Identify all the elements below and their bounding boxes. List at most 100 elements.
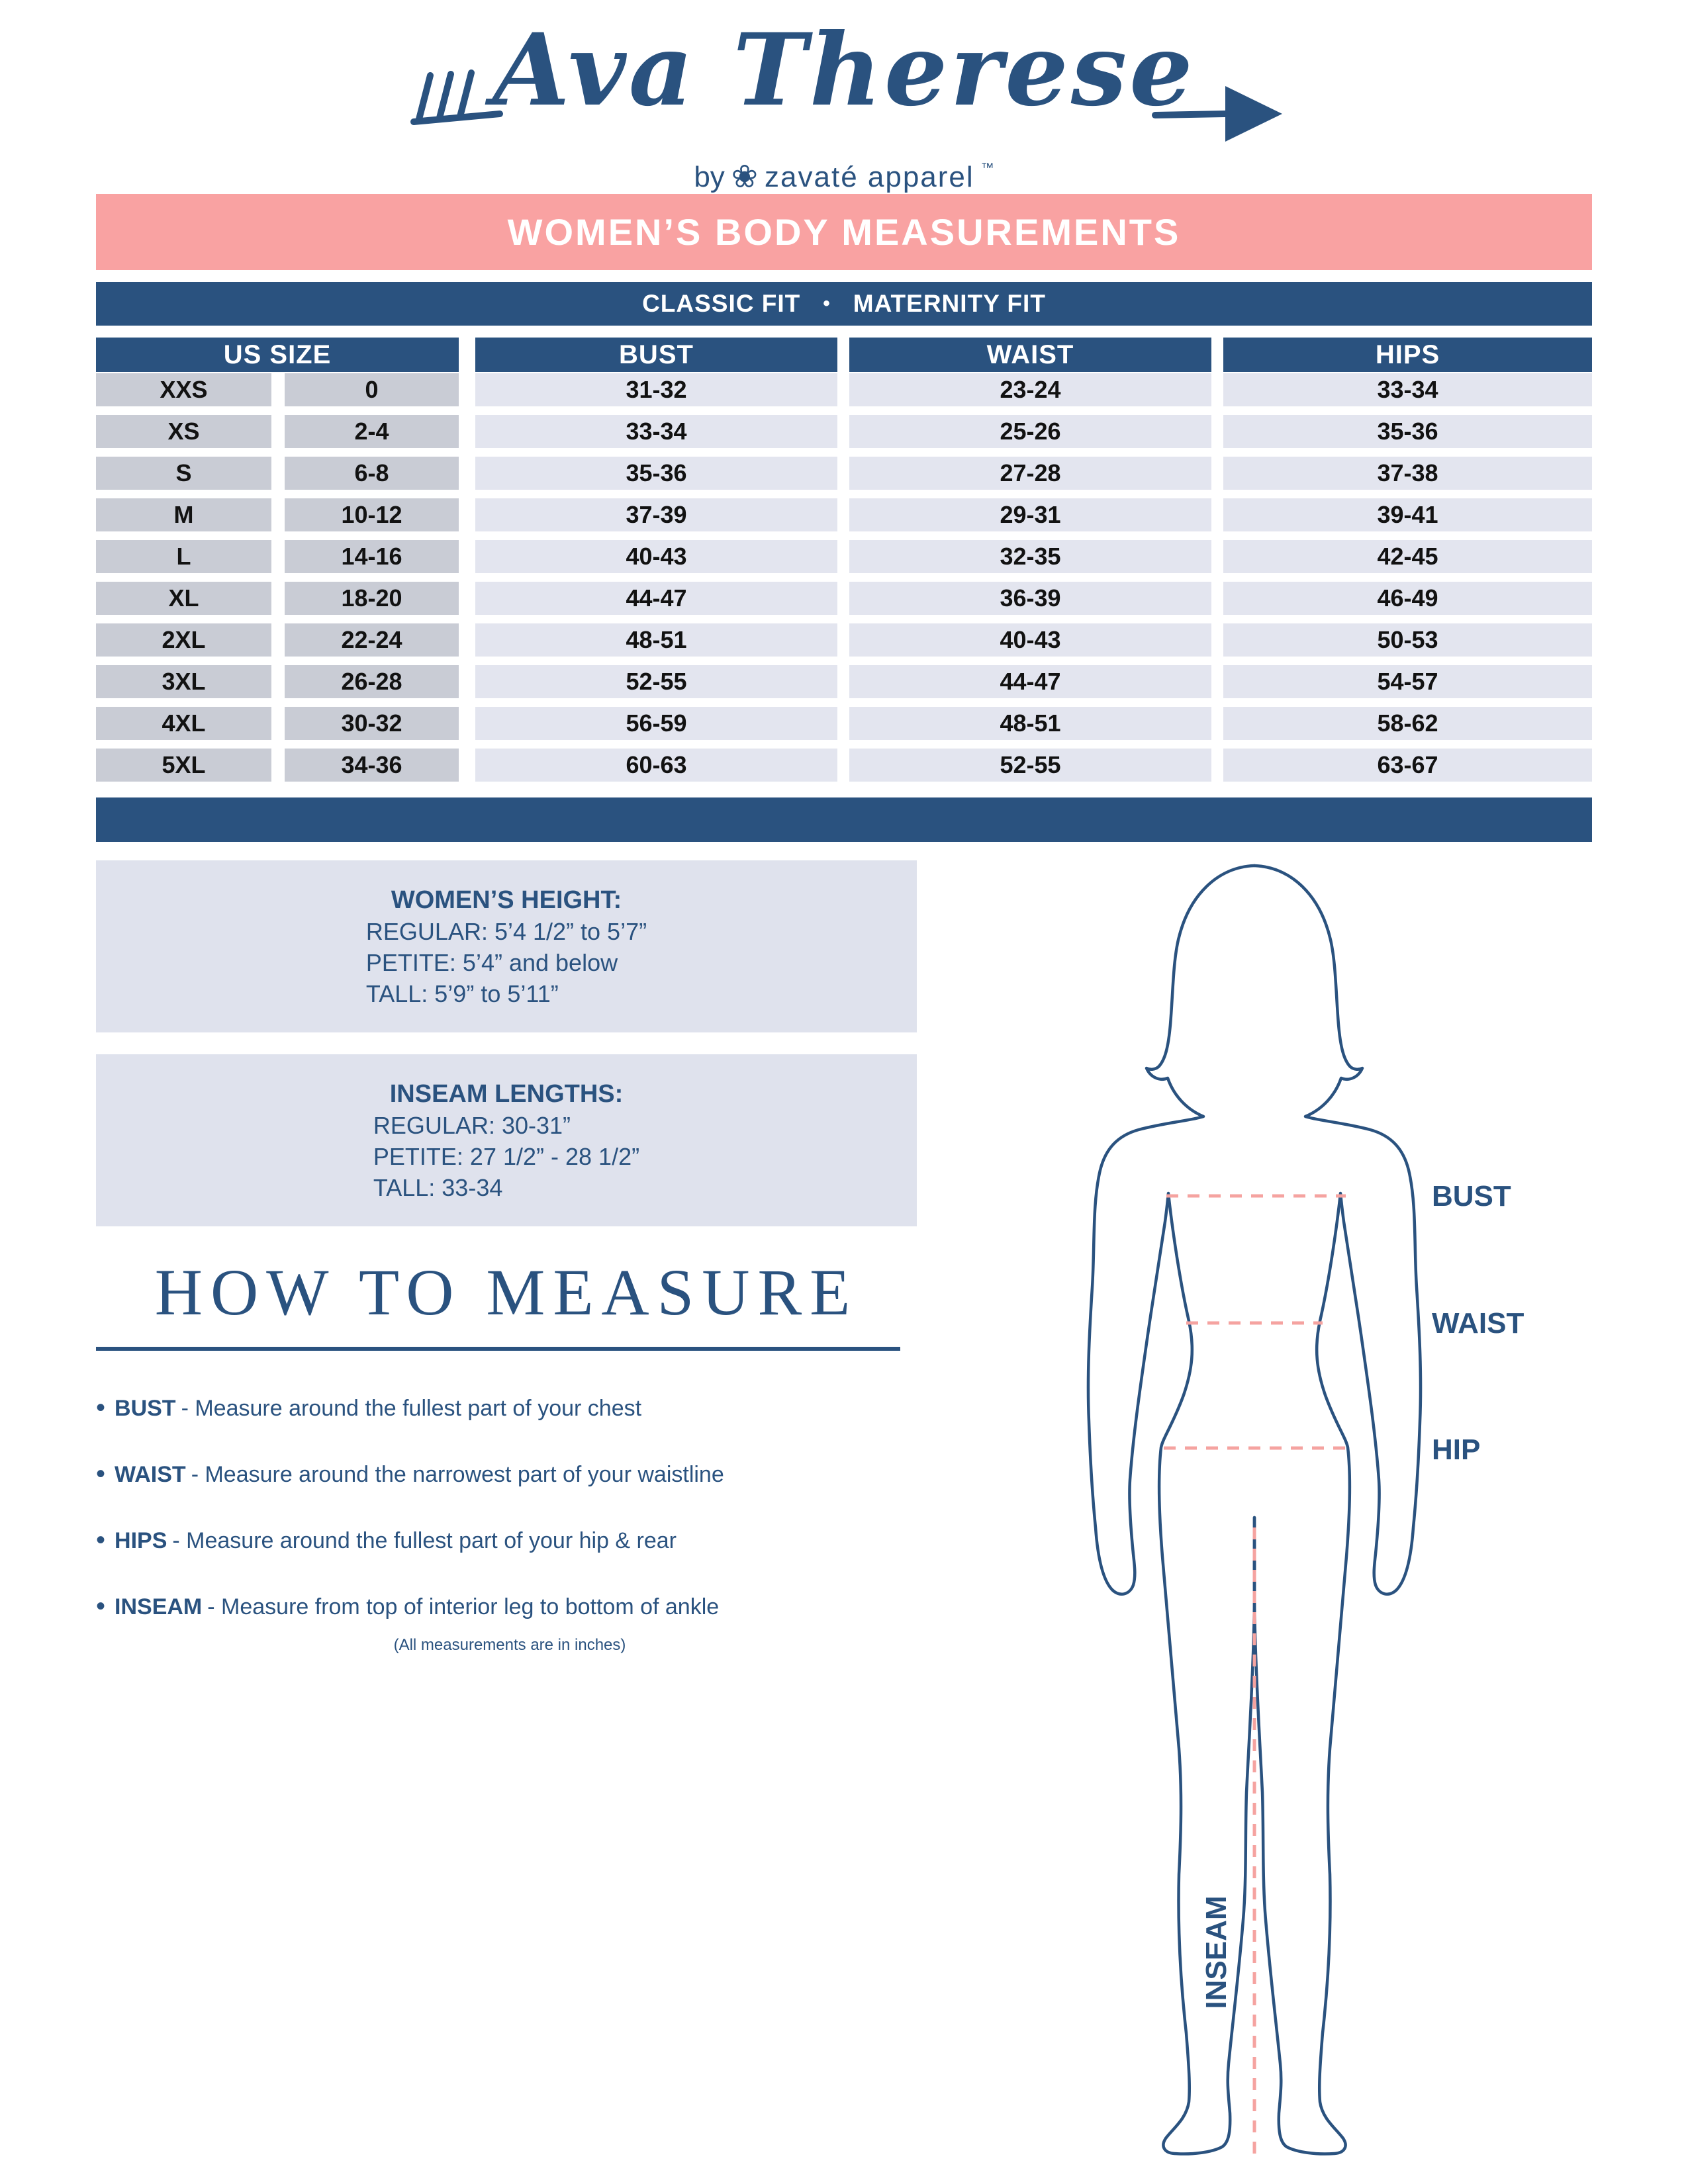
- info-box-line: REGULAR: 5’4 1/2” to 5’7”: [365, 917, 647, 945]
- bust-value-cell: 35-36: [475, 457, 837, 490]
- hips-value-cell: 46-49: [1223, 582, 1592, 615]
- hips-value-cell: 33-34: [1223, 373, 1592, 406]
- instruction-desc: - Measure from top of interior leg to bo…: [207, 1594, 720, 1619]
- waist-value-cell: 48-51: [849, 707, 1211, 740]
- size-label-cell: XXS: [96, 373, 271, 406]
- size-label-cell: M: [96, 498, 271, 531]
- hips-value-cell: 39-41: [1223, 498, 1592, 531]
- hip-label: HIP: [1432, 1433, 1480, 1466]
- measure-instruction-item: • BUST - Measure around the fullest part o…: [96, 1393, 996, 1422]
- waist-value-cell: 40-43: [849, 623, 1211, 657]
- measure-instruction-item: • WAIST - Measure around the narrowest par…: [96, 1461, 996, 1488]
- bullet-dot: •: [96, 1459, 106, 1488]
- height-box-title: WOMEN’S HEIGHT:: [391, 886, 622, 914]
- size-number-cell: 34-36: [285, 749, 459, 782]
- womens-height-box: WOMEN’S HEIGHT: REGULAR: 5’4 1/2” to 5’7…: [96, 860, 917, 1032]
- size-number-cell: 0: [285, 373, 459, 406]
- hips-value-cell: 35-36: [1223, 415, 1592, 448]
- bust-value-cell: 37-39: [475, 498, 837, 531]
- size-number-cell: 22-24: [285, 623, 459, 657]
- bust-value-cell: 56-59: [475, 707, 837, 740]
- waist-value-cell: 23-24: [849, 373, 1211, 406]
- waist-value-cell: 25-26: [849, 415, 1211, 448]
- hips-value-cell: 42-45: [1223, 540, 1592, 573]
- size-label-cell: XL: [96, 582, 271, 615]
- hips-value-cell: 54-57: [1223, 665, 1592, 698]
- bust-value-cell: 60-63: [475, 749, 837, 782]
- bullet-dot: •: [96, 1592, 106, 1621]
- header-bust: BUST: [475, 338, 837, 372]
- arrowhead-icon: [1225, 86, 1282, 142]
- trademark-symbol: ™: [980, 160, 994, 175]
- brand-script-name: Ava Therese: [492, 12, 1196, 128]
- header-waist: WAIST: [849, 338, 1211, 372]
- measure-instruction-item: • INSEAM - Measure from top of interior le…: [96, 1592, 996, 1621]
- page-title: WOMEN’S BODY MEASUREMENTS: [507, 211, 1181, 253]
- instruction-desc: - Measure around the fullest part of you…: [181, 1396, 642, 1421]
- size-number-cell: 18-20: [285, 582, 459, 615]
- instruction-term: WAIST: [115, 1462, 186, 1487]
- fit-maternity-label: MATERNITY FIT: [853, 290, 1046, 317]
- table-row: 5XL 34-36 60-63 52-55 63-67: [96, 749, 1592, 782]
- separator-dot: •: [823, 293, 831, 314]
- size-label-cell: 3XL: [96, 665, 271, 698]
- byline-brand: zavaté apparel: [765, 161, 974, 193]
- brand-byline: by ❀ zavaté apparel ™: [694, 161, 994, 194]
- info-box-line: REGULAR: 30-31”: [373, 1111, 571, 1139]
- inseam-lengths-box: INSEAM LENGTHS: REGULAR: 30-31” PETITE: 2…: [96, 1054, 917, 1226]
- waist-value-cell: 27-28: [849, 457, 1211, 490]
- body-outline: [1086, 864, 1256, 2156]
- bullet-dot: •: [96, 1525, 106, 1555]
- flower-icon: ❀: [731, 159, 759, 195]
- arrow-icon: [410, 69, 1282, 142]
- table-row: 3XL 26-28 52-55 44-47 54-57: [96, 665, 1592, 698]
- hips-value-cell: 37-38: [1223, 457, 1592, 490]
- page-title-banner: WOMEN’S BODY MEASUREMENTS: [96, 194, 1592, 270]
- table-row: XXS 0 31-32 23-24 33-34: [96, 373, 1592, 406]
- waist-value-cell: 29-31: [849, 498, 1211, 531]
- size-number-cell: 14-16: [285, 540, 459, 573]
- info-box-line: PETITE: 27 1/2” - 28 1/2”: [373, 1142, 640, 1170]
- bullet-dot: •: [96, 1393, 106, 1422]
- header-us-size: US SIZE: [96, 338, 459, 372]
- table-row: M 10-12 37-39 29-31 39-41: [96, 498, 1592, 531]
- table-footer-bar: [96, 797, 1592, 842]
- byline-prefix: by: [694, 161, 725, 193]
- hips-value-cell: 63-67: [1223, 749, 1592, 782]
- inseam-box-lines: REGULAR: 30-31” PETITE: 27 1/2” - 28 1/2”…: [373, 1110, 639, 1203]
- size-label-cell: S: [96, 457, 271, 490]
- waist-value-cell: 32-35: [849, 540, 1211, 573]
- table-header-row: US SIZE BUST WAIST HIPS: [96, 338, 1592, 372]
- height-box-lines: REGULAR: 5’4 1/2” to 5’7” PETITE: 5’4” an…: [366, 916, 647, 1009]
- size-label-cell: XS: [96, 415, 271, 448]
- bust-value-cell: 44-47: [475, 582, 837, 615]
- bust-value-cell: 48-51: [475, 623, 837, 657]
- fit-classic-label: CLASSIC FIT: [642, 290, 801, 317]
- measure-instructions-list: • BUST - Measure around the fullest part o…: [96, 1393, 996, 1660]
- instruction-desc: - Measure around the narrowest part of y…: [191, 1462, 724, 1487]
- hips-value-cell: 58-62: [1223, 707, 1592, 740]
- measurements-table: US SIZE BUST WAIST HIPS XXS 0 31-32 23-24 33…: [96, 338, 1592, 782]
- size-label-cell: L: [96, 540, 271, 573]
- table-row: XS 2-4 33-34 25-26 35-36: [96, 415, 1592, 448]
- table-row: L 14-16 40-43 32-35 42-45: [96, 540, 1592, 573]
- hips-value-cell: 50-53: [1223, 623, 1592, 657]
- body-figure-diagram: BUST WAIST HIP INSEAM: [993, 854, 1688, 2184]
- table-row: 4XL 30-32 56-59 48-51 58-62: [96, 707, 1592, 740]
- size-number-cell: 30-32: [285, 707, 459, 740]
- waist-value-cell: 36-39: [849, 582, 1211, 615]
- bust-value-cell: 33-34: [475, 415, 837, 448]
- how-to-measure-title: HOW TO MEASURE: [154, 1255, 859, 1329]
- inseam-label: INSEAM: [1200, 1895, 1233, 2009]
- size-label-cell: 5XL: [96, 749, 271, 782]
- size-number-cell: 10-12: [285, 498, 459, 531]
- size-label-cell: 2XL: [96, 623, 271, 657]
- fit-type-bar: CLASSIC FIT • MATERNITY FIT: [96, 282, 1592, 326]
- info-box-line: PETITE: 5’4” and below: [365, 948, 618, 976]
- waist-value-cell: 44-47: [849, 665, 1211, 698]
- bust-label: BUST: [1432, 1180, 1511, 1212]
- table-body: XXS 0 31-32 23-24 33-34 XS 2-4 33-34 25-26 35-36 S…: [96, 373, 1592, 782]
- size-number-cell: 6-8: [285, 457, 459, 490]
- bust-value-cell: 52-55: [475, 665, 837, 698]
